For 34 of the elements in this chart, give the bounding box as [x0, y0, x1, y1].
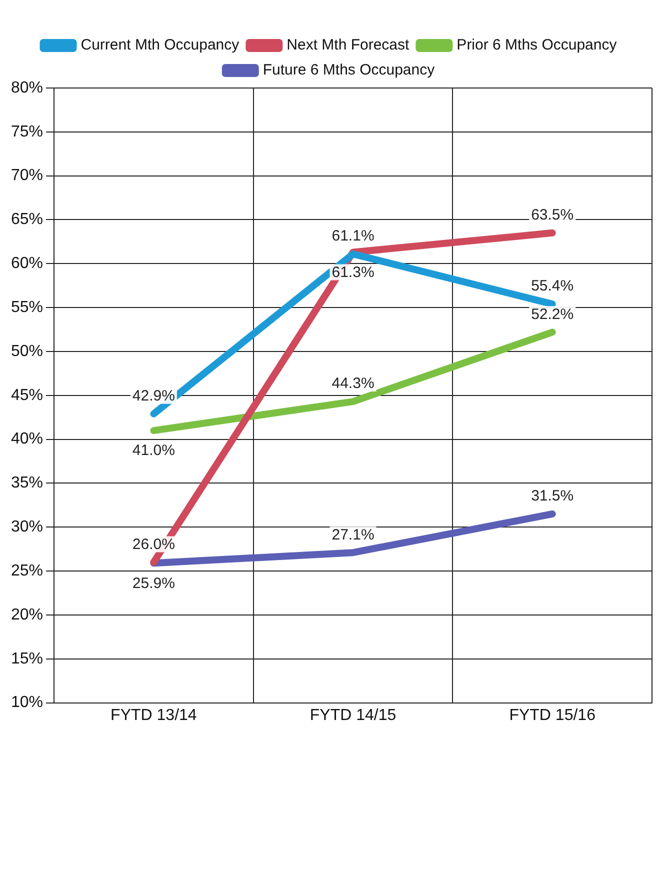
y-tick-label: 40%	[10, 430, 44, 448]
y-tick-label: 65%	[10, 211, 44, 228]
data-label: 44.3%	[332, 375, 374, 392]
data-label: 55.4%	[531, 278, 574, 295]
y-tick-label: 10%	[10, 694, 44, 712]
data-label: 63.5%	[531, 206, 574, 224]
y-tick-label: 55%	[10, 298, 44, 316]
data-label: 26.0%	[132, 536, 175, 553]
x-tick-label: FYTD 14/15	[310, 706, 396, 724]
data-label: 27.1%	[332, 526, 374, 544]
data-label: 41.0%	[132, 442, 175, 460]
legend-label: Next Mth Forecast	[286, 36, 410, 54]
y-tick-label: 50%	[10, 342, 44, 360]
legend-label: Current Mth Occupancy	[80, 36, 240, 54]
data-label: 31.5%	[531, 488, 574, 505]
y-tick-label: 75%	[10, 123, 44, 140]
data-label: 42.9%	[132, 387, 175, 404]
legend-label: Prior 6 Mths Occupancy	[456, 36, 618, 54]
y-tick-label: 60%	[10, 255, 44, 272]
y-tick-label: 20%	[10, 606, 44, 624]
x-tick-label: FYTD 15/16	[509, 706, 596, 724]
legend-label: Future 6 Mths Occupancy	[262, 62, 436, 79]
y-tick-label: 15%	[10, 650, 44, 668]
y-tick-label: 70%	[10, 167, 44, 184]
y-tick-label: 25%	[10, 562, 44, 580]
x-tick-label: FYTD 13/14	[110, 706, 197, 724]
data-label: 61.3%	[332, 264, 374, 281]
y-tick-label: 45%	[10, 386, 44, 404]
data-label: 25.9%	[132, 574, 175, 592]
y-tick-label: 30%	[10, 518, 44, 536]
data-label: 61.1%	[332, 228, 374, 245]
y-tick-label: 35%	[10, 474, 44, 492]
data-label: 52.2%	[531, 306, 574, 323]
y-tick-label: 80%	[10, 79, 44, 96]
